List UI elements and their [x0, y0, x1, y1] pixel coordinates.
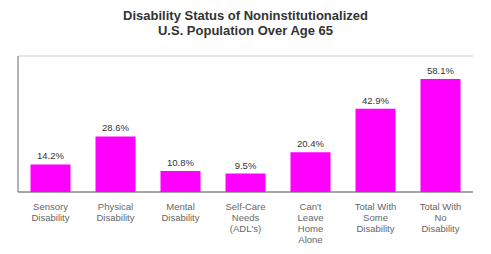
- svg-text:20.4%: 20.4%: [297, 138, 324, 149]
- svg-text:Self-CareNeeds(ADL's): Self-CareNeeds(ADL's): [225, 201, 265, 234]
- svg-text:10.8%: 10.8%: [167, 157, 194, 168]
- svg-text:MentalDisability: MentalDisability: [161, 201, 199, 223]
- svg-text:Total WithNoDisability: Total WithNoDisability: [420, 201, 462, 234]
- svg-text:14.2%: 14.2%: [37, 150, 64, 161]
- svg-text:SensoryDisability: SensoryDisability: [31, 201, 69, 223]
- svg-text:9.5%: 9.5%: [235, 160, 257, 171]
- svg-text:58.1%: 58.1%: [427, 65, 454, 76]
- svg-text:PhysicalDisability: PhysicalDisability: [96, 201, 134, 223]
- svg-text:28.6%: 28.6%: [102, 122, 129, 133]
- svg-text:Total WithSomeDisability: Total WithSomeDisability: [355, 201, 397, 234]
- svg-text:42.9%: 42.9%: [362, 95, 389, 106]
- html-text:U.S. Population Over Age 65: U.S. Population Over Age 65: [158, 23, 333, 38]
- html-text:Disability Status of Noninstit: Disability Status of Noninstitutionalize…: [123, 8, 368, 23]
- svg-text:Can'tLeaveHomeAlone: Can'tLeaveHomeAlone: [298, 201, 324, 245]
